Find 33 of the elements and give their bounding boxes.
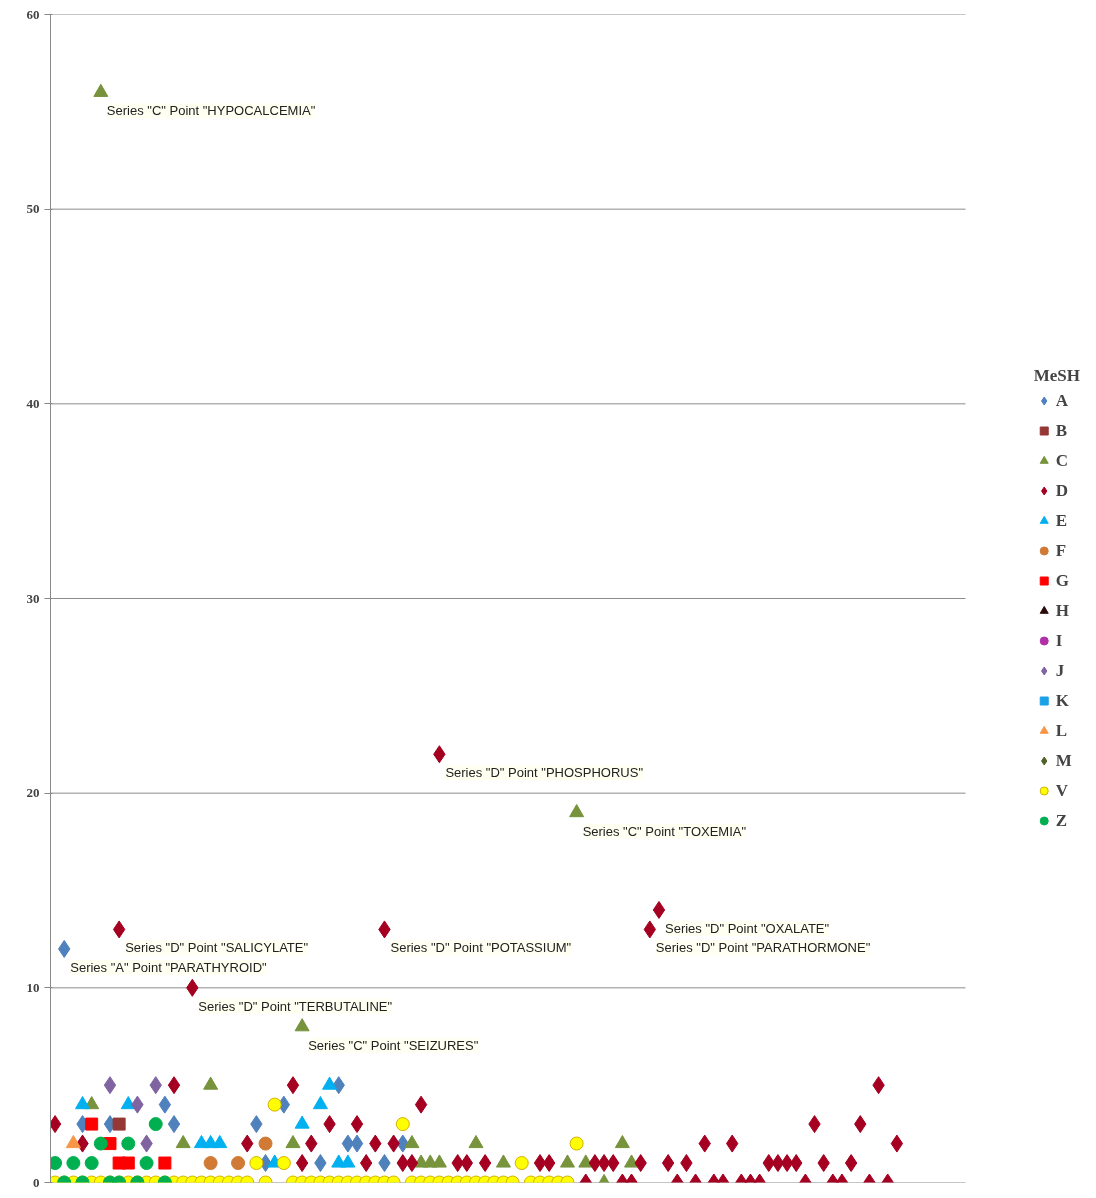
annotation: Series "D" Point "PARATHORMONE" [655,940,871,956]
legend-title: MeSH [1033,365,1080,386]
legend-label: J [1055,660,1066,681]
annotation: Series "D" Point "SALICYLATE" [125,940,309,956]
annotation: Series "C" Point "HYPOCALCEMIA" [106,103,316,119]
legend-label: I [1055,630,1064,651]
y-tick-label: 60 [26,6,40,22]
legend-label: A [1055,390,1069,411]
annotation: Series "C" Point "TOXEMIA" [582,823,747,839]
legend-label: K [1055,690,1070,711]
y-tick-label: 30 [26,590,40,606]
y-tick-label: 20 [26,785,40,801]
legend-label: H [1055,600,1070,621]
legend-label: M [1055,750,1073,771]
legend-label: G [1055,570,1070,591]
legend-label: B [1055,420,1069,441]
legend-label: Z [1055,810,1069,831]
annotation: Series "D" Point "TERBUTALINE" [198,998,393,1014]
legend-label: V [1055,780,1069,801]
legend-label: C [1055,450,1069,471]
annotation: Series "C" Point "SEIZURES" [308,1037,479,1053]
annotation: Series "D" Point "OXALATE" [664,920,830,936]
annotation: Series "A" Point "PARATHYROID" [70,959,268,975]
y-tick-label: 50 [26,201,40,217]
annotation: Series "D" Point "PHOSPHORUS" [445,765,644,781]
y-tick-label: 0 [33,1174,40,1190]
y-tick-label: 10 [26,979,40,995]
legend-label: E [1055,510,1069,531]
legend-label: D [1055,480,1069,501]
legend-label: L [1055,720,1069,741]
y-tick-label: 40 [26,395,40,411]
legend-label: F [1055,540,1068,561]
annotation: Series "D" Point "POTASSIUM" [390,940,572,956]
